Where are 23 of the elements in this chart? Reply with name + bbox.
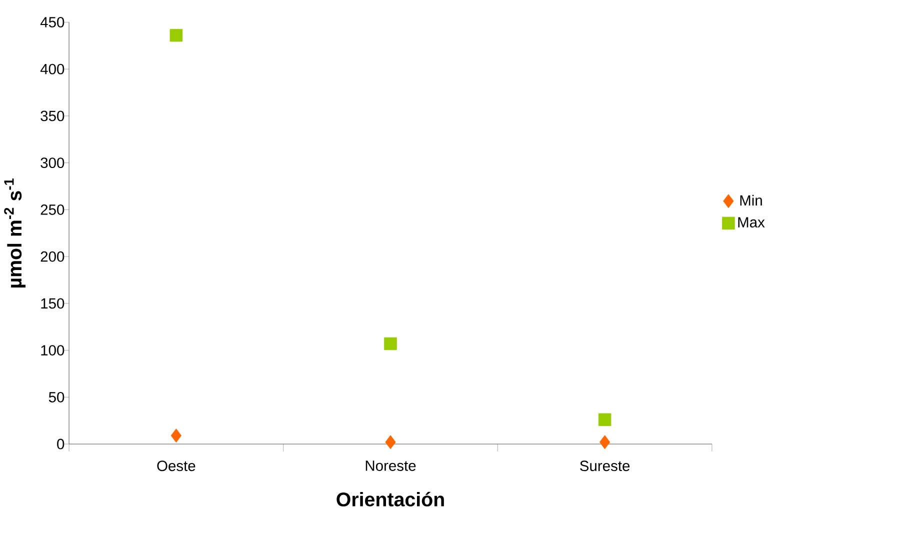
y-tick-label: 300 (40, 157, 64, 168)
y-tick-label: 0 (57, 438, 64, 450)
legend-label: Max (738, 216, 765, 228)
legend-label: Min (740, 194, 762, 206)
point (385, 434, 396, 449)
y-tick-label: 200 (40, 251, 64, 262)
x-tick-label: Noreste (366, 460, 416, 471)
y-tick-label: 150 (41, 298, 64, 308)
x-tick-label: Sureste (580, 460, 630, 471)
y-tick-label: 350 (40, 110, 64, 121)
x-axis-title: Orientación (336, 492, 444, 506)
x-tick-label: Oeste (157, 460, 196, 471)
y-tick-label: 400 (40, 64, 64, 74)
y-axis-title: µmol m$^{-2}$ s$^{-1}$ (4, 178, 26, 288)
y-tick-label: 450 (40, 16, 64, 28)
point (170, 28, 183, 42)
point (598, 413, 612, 426)
point (170, 428, 182, 442)
y-tick-label: 250 (40, 204, 64, 215)
y-tick-label: 100 (41, 344, 64, 356)
point (599, 434, 610, 449)
point (384, 337, 397, 350)
y-tick-label: 50 (48, 392, 64, 402)
